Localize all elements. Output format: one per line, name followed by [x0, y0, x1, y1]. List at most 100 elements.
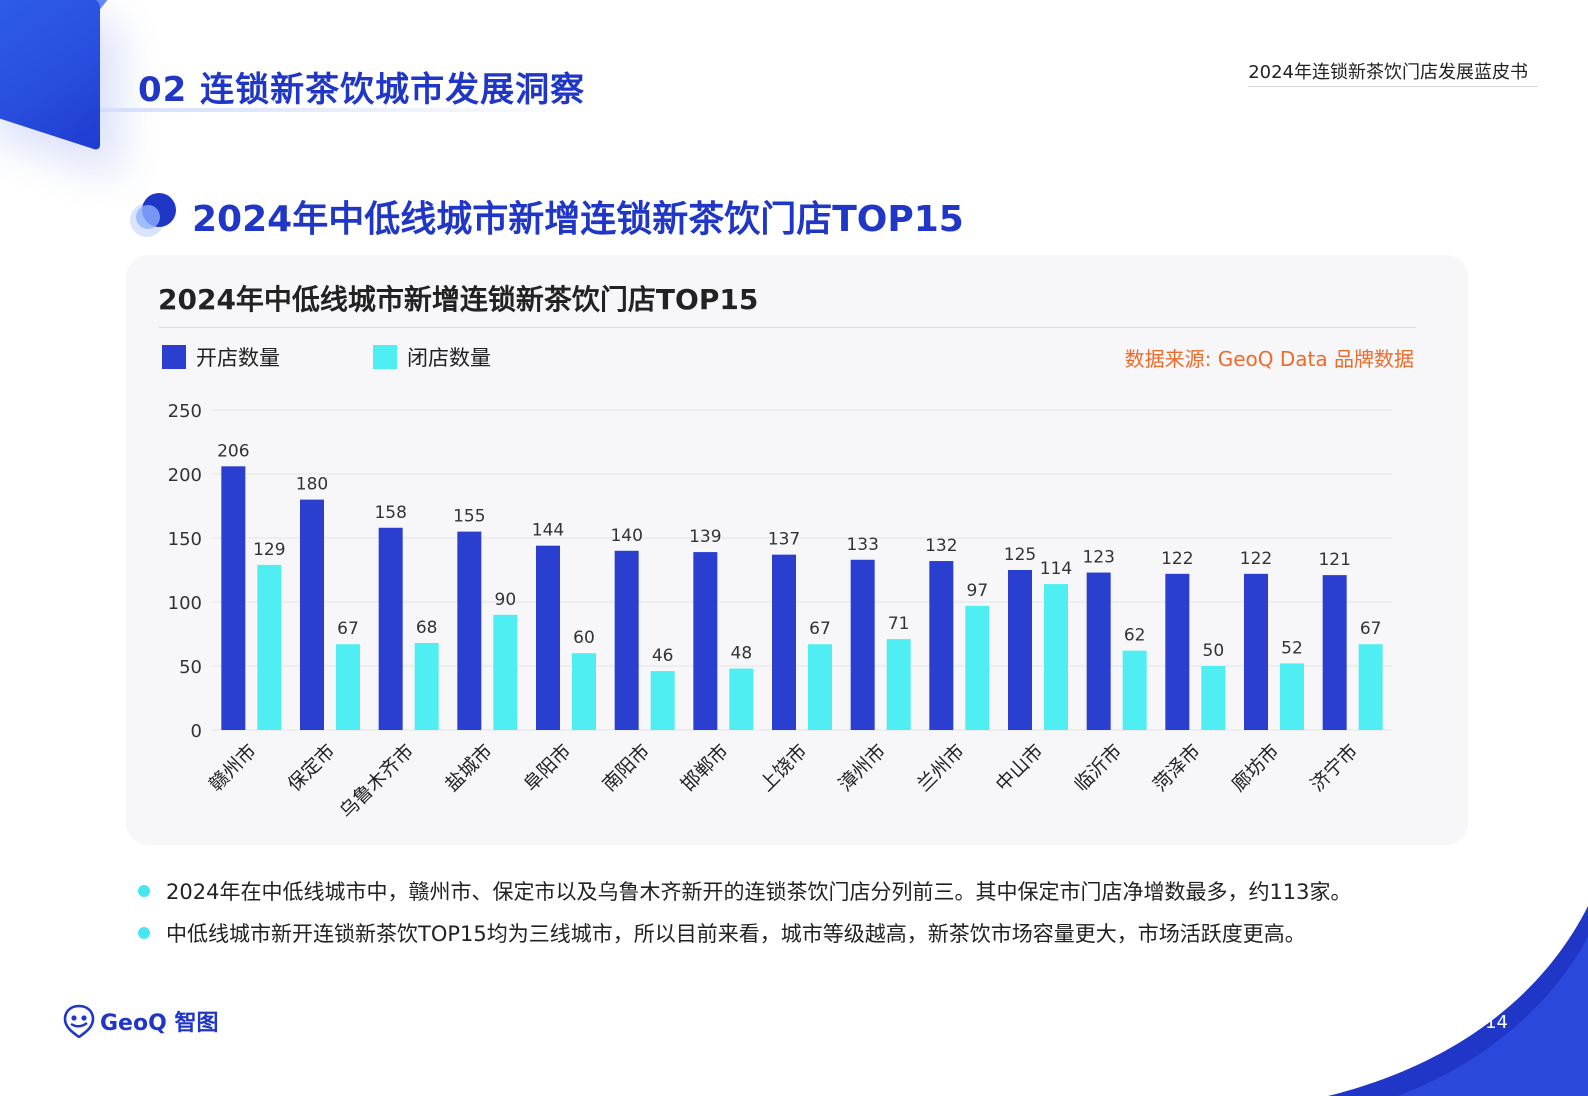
bar-close — [650, 671, 675, 730]
y-tick-label: 150 — [168, 529, 202, 550]
data-label-open: 155 — [453, 507, 485, 527]
x-tick-label: 阜阳市 — [520, 740, 576, 796]
bar-close — [1122, 650, 1147, 730]
data-label-close: 48 — [731, 644, 753, 664]
x-tick-label: 乌鲁木齐市 — [335, 740, 418, 823]
data-label-open: 180 — [296, 475, 328, 495]
legend-swatch-close — [373, 345, 397, 369]
x-tick-label: 菏泽市 — [1149, 740, 1205, 796]
bar-close — [965, 605, 990, 730]
bar-open — [1244, 573, 1268, 730]
data-label-close: 67 — [337, 619, 359, 639]
report-name: 2024年连锁新茶饮门店发展蓝皮书 — [1248, 62, 1528, 83]
x-tick-label: 盐城市 — [441, 740, 497, 796]
bar-close — [1358, 644, 1383, 730]
bar-close — [808, 644, 832, 730]
x-tick-label: 中山市 — [992, 740, 1048, 796]
x-tick-label: 兰州市 — [913, 740, 969, 796]
x-tick-label: 赣州市 — [205, 740, 261, 796]
data-label-close: 114 — [1040, 559, 1072, 579]
bar-open — [1086, 572, 1111, 730]
note-text: 2024年在中低线城市中，赣州市、保定市以及乌鲁木齐新开的连锁茶饮门店分列前三。… — [166, 880, 1352, 904]
data-label-open: 158 — [374, 503, 406, 523]
bar-open — [1322, 575, 1347, 730]
geoq-logo-icon — [63, 1004, 95, 1038]
data-label-open: 123 — [1082, 548, 1114, 568]
data-label-close: 67 — [809, 619, 831, 639]
bar-open — [693, 552, 718, 730]
section-underline — [100, 108, 580, 112]
data-label-open: 122 — [1161, 549, 1193, 569]
x-tick-label: 保定市 — [284, 740, 340, 796]
x-tick-label: 邯郸市 — [677, 740, 733, 796]
data-label-close: 129 — [253, 540, 285, 560]
page-number: 14 — [1485, 1012, 1508, 1033]
data-label-open: 144 — [532, 521, 564, 541]
data-label-close: 97 — [967, 581, 989, 601]
bar-open — [536, 545, 560, 730]
page-heading: 2024年中低线城市新增连锁新茶饮门店TOP15 — [192, 199, 964, 240]
x-tick-label: 廊坊市 — [1228, 740, 1284, 796]
bar-open — [221, 466, 246, 730]
section-title: 02 连锁新茶饮城市发展洞察 — [138, 70, 586, 110]
x-tick-label: 南阳市 — [598, 740, 654, 796]
bar-close — [1044, 584, 1068, 730]
data-label-close: 52 — [1281, 638, 1303, 658]
legend-item-open: 开店数量 — [162, 343, 280, 371]
bar-close — [493, 614, 518, 730]
heading-bubble-icon — [130, 193, 180, 239]
bar-close — [886, 639, 911, 730]
note-text: 中低线城市新开连锁新茶饮TOP15均为三线城市，所以目前来看，城市等级越高，新茶… — [166, 922, 1306, 946]
chart-title: 2024年中低线城市新增连锁新茶饮门店TOP15 — [158, 283, 759, 316]
y-tick-label: 100 — [168, 593, 202, 614]
corner-wave-decoration — [1328, 906, 1588, 1096]
bar-open — [772, 554, 796, 730]
bar-close — [1280, 663, 1304, 730]
bar-open — [850, 559, 875, 730]
data-label-close: 60 — [573, 628, 595, 648]
bar-close — [257, 564, 282, 730]
x-tick-label: 临沂市 — [1070, 740, 1126, 796]
data-label-close: 46 — [652, 646, 674, 666]
data-label-close: 67 — [1360, 619, 1382, 639]
y-tick-label: 0 — [191, 721, 202, 742]
bullet-dot — [138, 885, 150, 897]
data-label-open: 132 — [925, 536, 957, 556]
bar-close — [572, 653, 596, 730]
bar-close — [1201, 666, 1226, 730]
bullet-dot — [138, 927, 150, 939]
data-label-open: 121 — [1318, 550, 1350, 570]
data-label-open: 125 — [1004, 545, 1036, 565]
bar-close — [729, 668, 754, 730]
y-tick-label: 50 — [179, 657, 202, 678]
data-label-open: 137 — [768, 530, 800, 550]
data-source: 数据来源: GeoQ Data 品牌数据 — [1124, 347, 1414, 371]
bar-close — [336, 644, 360, 730]
data-label-open: 122 — [1240, 549, 1272, 569]
bar-close — [414, 642, 439, 730]
bar-open — [300, 499, 324, 730]
bar-open — [1165, 573, 1190, 730]
chart-divider — [158, 327, 1416, 328]
x-tick-label: 漳州市 — [834, 740, 890, 796]
report-name-underline — [1248, 86, 1538, 87]
x-tick-label: 济宁市 — [1306, 740, 1362, 796]
data-label-open: 206 — [217, 441, 249, 461]
legend-item-close: 闭店数量 — [373, 343, 491, 371]
bar-open — [457, 531, 482, 730]
bar-open — [1008, 570, 1032, 730]
y-tick-label: 250 — [168, 401, 202, 422]
note-item: 中低线城市新开连锁新茶饮TOP15均为三线城市，所以目前来看，城市等级越高，新茶… — [138, 918, 1306, 948]
data-label-open: 139 — [689, 527, 721, 547]
legend-label-open: 开店数量 — [196, 346, 280, 370]
geoq-logo: GeoQ 智图 — [62, 1004, 218, 1038]
bar-open — [614, 550, 639, 730]
logo-text: GeoQ 智图 — [100, 1011, 219, 1036]
data-label-close: 71 — [888, 614, 910, 634]
bar-open — [929, 561, 954, 730]
note-item: 2024年在中低线城市中，赣州市、保定市以及乌鲁木齐新开的连锁茶饮门店分列前三。… — [138, 876, 1352, 906]
x-tick-label: 上饶市 — [756, 740, 812, 796]
legend-swatch-open — [162, 345, 186, 369]
legend-label-close: 闭店数量 — [407, 346, 491, 370]
